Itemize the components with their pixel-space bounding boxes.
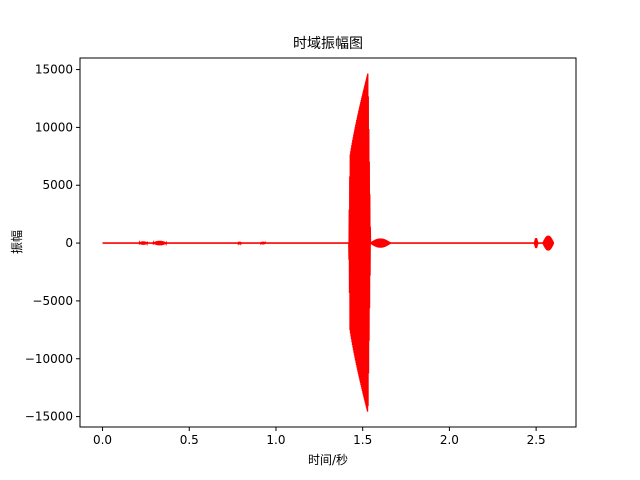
x-tick-label: 1.0: [266, 433, 285, 447]
series-burst: [138, 240, 149, 247]
y-tick-label: −15000: [25, 410, 73, 424]
y-tick-label: −10000: [25, 352, 73, 366]
y-axis-label: 振幅: [9, 230, 24, 254]
x-axis: 0.0 0.5 1.0 1.5 2.0 2.5: [93, 427, 546, 447]
y-tick-label: 0: [65, 236, 73, 250]
y-tick-label: 15000: [35, 63, 73, 77]
series-burst: [348, 73, 372, 412]
series-burst: [259, 240, 267, 246]
x-tick-label: 0.0: [93, 433, 112, 447]
series-burst: [533, 237, 539, 249]
series-burst: [237, 241, 242, 246]
chart-title: 时域振幅图: [293, 36, 363, 52]
x-tick-label: 2.5: [527, 433, 546, 447]
series-burst: [152, 239, 168, 247]
y-axis: −15000 −10000 −5000 0 5000 10000 15000: [25, 63, 80, 424]
y-tick-label: 5000: [42, 178, 73, 192]
y-tick-label: 10000: [35, 120, 73, 134]
x-tick-label: 1.5: [353, 433, 372, 447]
plot-area: [79, 57, 577, 428]
x-tick-label: 0.5: [180, 433, 199, 447]
y-tick-label: −5000: [32, 294, 73, 308]
x-axis-label: 时间/秒: [308, 453, 348, 467]
plot-frame: [79, 57, 577, 428]
x-tick-label: 2.0: [440, 433, 459, 447]
series-burst: [369, 238, 392, 248]
series-waveform: [102, 73, 555, 412]
series-burst: [542, 235, 555, 251]
